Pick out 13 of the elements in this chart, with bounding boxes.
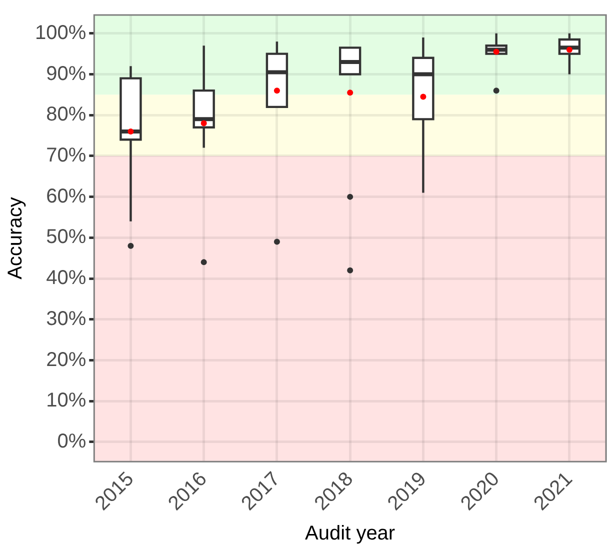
- x-axis-title: Audit year: [305, 522, 396, 545]
- y-axis-title: Accuracy: [4, 197, 27, 280]
- y-tick-label: 70%: [46, 144, 86, 166]
- y-tick-label: 60%: [46, 185, 86, 208]
- y-tick-label: 80%: [46, 104, 86, 126]
- y-tick-label: 50%: [46, 226, 86, 248]
- y-tick-label: 0%: [57, 430, 86, 452]
- y-tick-label: 30%: [46, 308, 86, 330]
- y-tick-label: 40%: [46, 267, 86, 290]
- y-tick-label: 90%: [46, 62, 86, 85]
- y-tick-label: 20%: [46, 348, 86, 371]
- y-tick-label: 100%: [34, 22, 86, 44]
- y-tick-label: 10%: [46, 390, 86, 412]
